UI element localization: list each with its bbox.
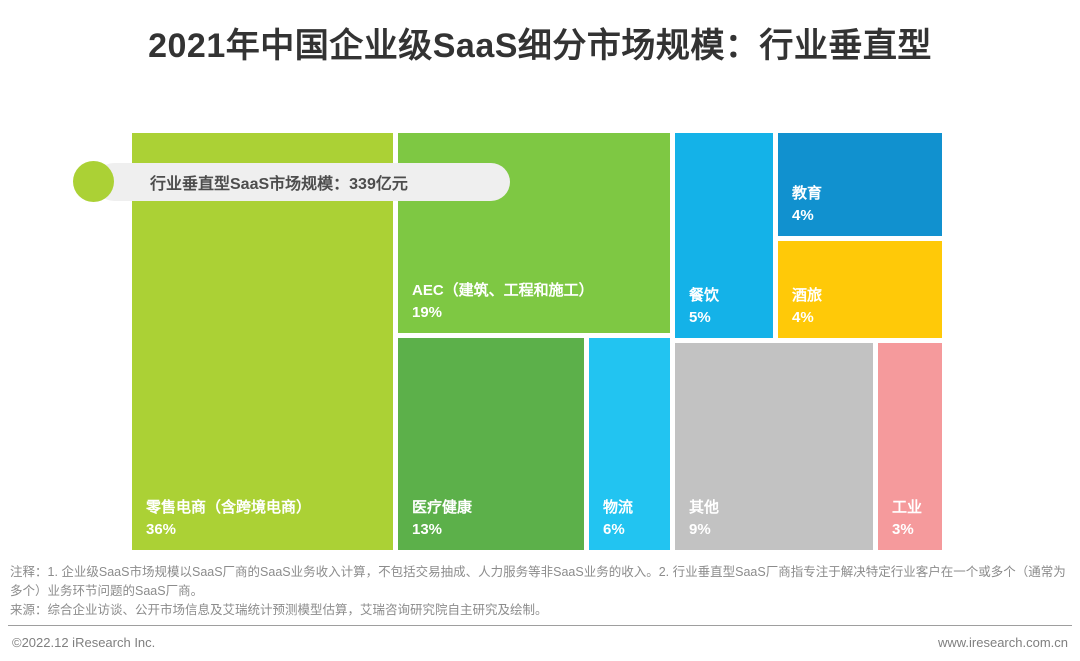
treemap-block-industry: 工业 3%: [878, 343, 942, 550]
footer-divider: [8, 625, 1072, 626]
block-label: 物流: [603, 499, 634, 516]
treemap-block-retail: 零售电商（含跨境电商） 36%: [132, 133, 393, 550]
treemap-block-education: 教育 4%: [778, 133, 942, 236]
callout-dot-icon: [73, 161, 114, 202]
treemap-block-catering: 餐饮 5%: [675, 133, 773, 338]
block-label: 工业: [892, 499, 923, 516]
block-value: 3%: [892, 521, 914, 538]
block-label: 餐饮: [689, 287, 720, 304]
block-value: 4%: [792, 309, 814, 326]
block-value: 9%: [689, 521, 711, 538]
treemap-block-medical: 医疗健康 13%: [398, 338, 584, 550]
note-annotation: 注释：1. 企业级SaaS市场规模以SaaS厂商的SaaS业务收入计算，不包括交…: [10, 565, 1066, 598]
footnotes: 注释：1. 企业级SaaS市场规模以SaaS厂商的SaaS业务收入计算，不包括交…: [10, 563, 1072, 620]
treemap-block-logistics: 物流 6%: [589, 338, 670, 550]
block-value: 4%: [792, 207, 814, 224]
block-label: 其他: [689, 499, 720, 516]
block-value: 5%: [689, 309, 711, 326]
page-title: 2021年中国企业级SaaS细分市场规模：行业垂直型: [148, 27, 932, 65]
block-value: 13%: [412, 521, 443, 538]
treemap-block-others: 其他 9%: [675, 343, 873, 550]
treemap-block-hotel: 酒旅 4%: [778, 241, 942, 338]
block-label: 教育: [792, 185, 823, 202]
block-label: 医疗健康: [412, 499, 473, 516]
block-value: 36%: [146, 521, 177, 538]
website-text: www.iresearch.com.cn: [937, 635, 1068, 650]
copyright-text: ©2022.12 iResearch Inc.: [12, 635, 156, 650]
note-source: 来源：综合企业访谈、公开市场信息及艾瑞统计预测模型估算，艾瑞咨询研究院自主研究及…: [10, 603, 548, 617]
market-size-callout: 行业垂直型SaaS市场规模：339亿元: [95, 163, 510, 201]
block-value: 6%: [603, 521, 625, 538]
block-label: AEC（建筑、工程和施工）: [412, 282, 594, 299]
block-label: 零售电商（含跨境电商）: [146, 499, 312, 516]
block-label: 酒旅: [792, 287, 823, 304]
block-value: 19%: [412, 304, 443, 321]
treemap-chart: 零售电商（含跨境电商） 36% AEC（建筑、工程和施工） 19% 医疗健康 1…: [132, 133, 942, 550]
